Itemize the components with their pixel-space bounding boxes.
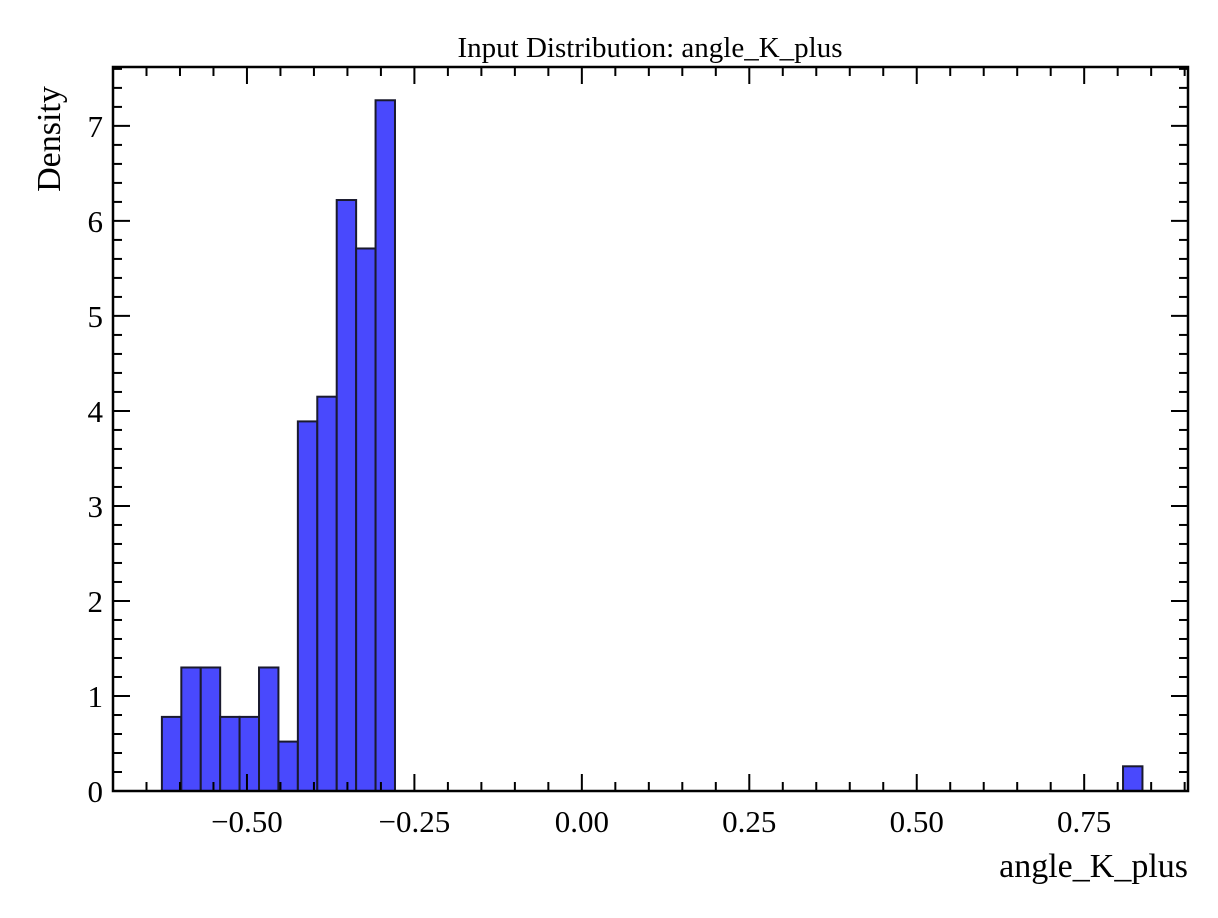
bar-1 — [180, 666, 202, 792]
x-tick-label-1: −0.25 — [379, 804, 451, 839]
x-tick-label-2: 0.00 — [555, 804, 609, 839]
bar-2 — [199, 666, 222, 792]
y-axis-label: Density — [31, 86, 68, 192]
y-tick-label-6: 6 — [88, 204, 104, 239]
bar-4 — [238, 715, 261, 793]
bar-3 — [219, 715, 241, 793]
bars-group — [160, 99, 1144, 793]
bar-7 — [296, 420, 319, 792]
y-tick-label-1: 1 — [88, 679, 104, 714]
x-tick-label-4: 0.50 — [890, 804, 944, 839]
bar-9 — [335, 199, 358, 792]
y-tick-label-5: 5 — [88, 299, 104, 334]
chart-title: Input Distribution: angle_K_plus — [457, 32, 842, 64]
x-axis-label: angle_K_plus — [999, 848, 1188, 885]
tick-labels-group: −0.50 −0.25 0.00 0.25 0.50 0.75 0 1 2 3 4 5 6 7 — [88, 109, 1112, 839]
y-tick-label-4: 4 — [88, 394, 104, 429]
ticks-group — [113, 67, 1188, 792]
x-tick-label-3: 0.25 — [722, 804, 776, 839]
bar-10 — [355, 247, 377, 793]
bar-8 — [316, 395, 338, 792]
x-tick-label-5: 0.75 — [1057, 804, 1111, 839]
bar-5 — [258, 666, 280, 792]
y-tick-label-7: 7 — [88, 109, 104, 144]
x-tick-label-0: −0.50 — [211, 804, 283, 839]
bar-11 — [374, 99, 396, 793]
y-tick-label-2: 2 — [88, 584, 104, 619]
y-tick-label-3: 3 — [88, 489, 104, 524]
y-tick-label-0: 0 — [88, 774, 104, 809]
bar-0 — [160, 715, 183, 793]
plot-frame — [111, 65, 1190, 793]
bar-12 — [1122, 765, 1144, 792]
